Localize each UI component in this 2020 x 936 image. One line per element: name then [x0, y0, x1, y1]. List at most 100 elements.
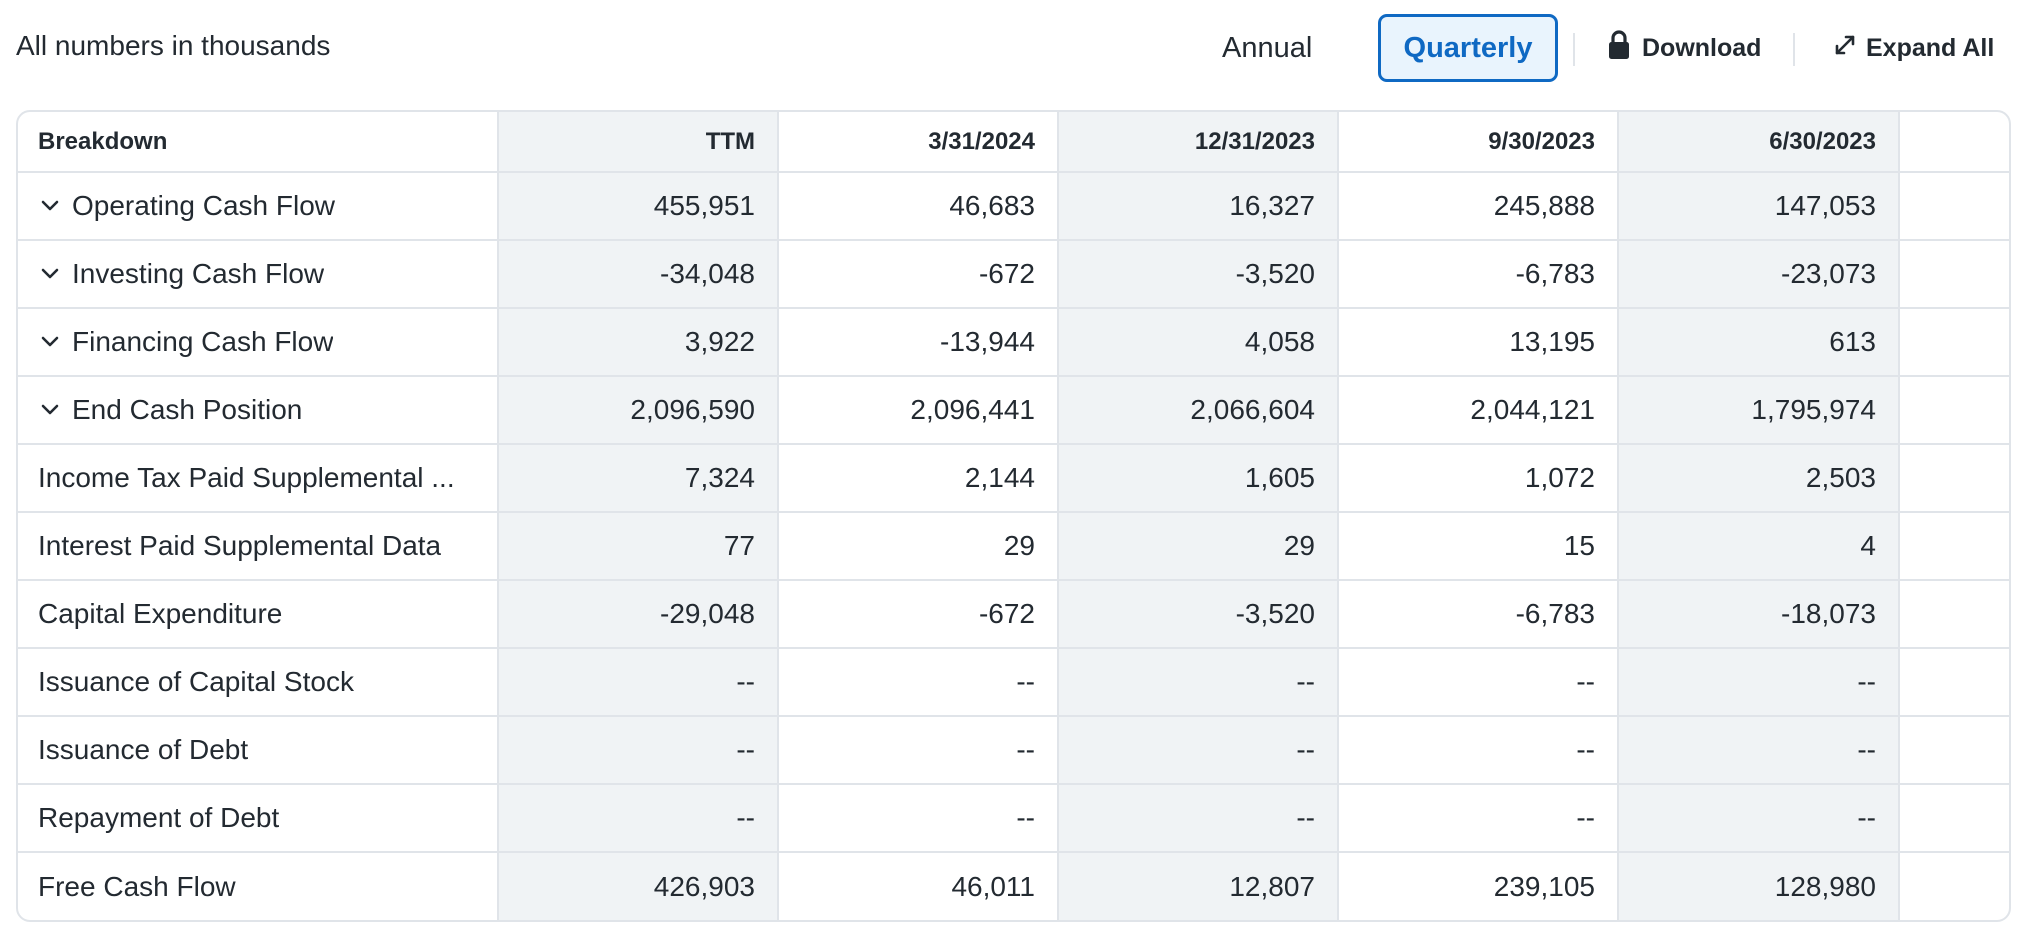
value-cell: 16,327 [1058, 172, 1339, 241]
spacer-cell [1899, 376, 2009, 445]
value-cell: 239,105 [1338, 852, 1619, 920]
row-label: Free Cash Flow [38, 870, 236, 902]
value-cell: -672 [778, 580, 1059, 649]
value-cell: -- [1338, 716, 1619, 785]
value-cell: -3,520 [1058, 580, 1339, 649]
value-cell: -- [1058, 716, 1339, 785]
toolbar-divider [1793, 33, 1795, 66]
value-cell: -- [498, 648, 779, 717]
table-row[interactable]: Financing Cash Flow 3,922 -13,944 4,058 13,1… [18, 308, 2009, 377]
row-label-cell: Issuance of Capital Stock [18, 648, 499, 717]
value-cell: 4 [1618, 512, 1900, 581]
value-cell: 29 [778, 512, 1059, 581]
table-row[interactable]: Operating Cash Flow 455,951 46,683 16,327 24… [18, 172, 2009, 241]
download-label: Download [1642, 33, 1762, 62]
row-label: Interest Paid Supplemental Data [38, 530, 442, 561]
value-cell: -- [498, 716, 779, 785]
value-cell: -- [778, 716, 1059, 785]
row-title: Financing Cash Flow [38, 326, 475, 358]
spacer-cell [1899, 716, 2009, 785]
value-cell: -- [1058, 784, 1339, 853]
value-cell: 613 [1618, 308, 1900, 377]
column-header-2024-03-31: 3/31/2024 [778, 112, 1059, 173]
row-label-cell[interactable]: End Cash Position [18, 376, 499, 445]
table-row: Issuance of Debt -- -- -- -- -- [18, 716, 2009, 785]
row-label: Repayment of Debt [38, 802, 280, 833]
row-label-cell[interactable]: Financing Cash Flow [18, 308, 499, 377]
row-label: Issuance of Capital Stock [38, 666, 354, 697]
table-row[interactable]: Investing Cash Flow -34,048 -672 -3,520 -6,7… [18, 240, 2009, 309]
value-cell: 2,096,441 [778, 376, 1059, 445]
column-header-2023-06-30: 6/30/2023 [1618, 112, 1900, 173]
row-label: Investing Cash Flow [72, 258, 325, 289]
table-row: Interest Paid Supplemental Data 77 29 29 15 4 [18, 512, 2009, 581]
value-cell: 128,980 [1618, 852, 1900, 920]
value-cell: -34,048 [498, 240, 779, 309]
chevron-down-icon[interactable] [38, 336, 62, 348]
row-title: Issuance of Capital Stock [38, 666, 475, 698]
table-row[interactable]: End Cash Position 2,096,590 2,096,441 2,066… [18, 376, 2009, 445]
expand-all-button[interactable]: Expand All [1834, 28, 1994, 68]
value-cell: -- [1058, 648, 1339, 717]
value-cell: -23,073 [1618, 240, 1900, 309]
value-cell: -- [1338, 784, 1619, 853]
row-title: Repayment of Debt [38, 802, 475, 834]
value-cell: -- [1618, 716, 1900, 785]
row-title: Interest Paid Supplemental Data [38, 530, 475, 562]
row-label-cell: Capital Expenditure [18, 580, 499, 649]
value-cell: -- [778, 648, 1059, 717]
expand-all-label: Expand All [1866, 33, 1995, 62]
quarterly-button[interactable]: Quarterly [1378, 14, 1558, 82]
value-cell: 29 [1058, 512, 1339, 581]
value-cell: 245,888 [1338, 172, 1619, 241]
spacer-cell [1899, 648, 2009, 717]
row-title: Free Cash Flow [38, 871, 475, 903]
row-title: Capital Expenditure [38, 598, 475, 630]
row-label: Capital Expenditure [38, 598, 283, 629]
spacer-cell [1899, 444, 2009, 513]
value-cell: -- [1338, 648, 1619, 717]
chevron-down-icon[interactable] [38, 200, 62, 212]
column-header-ttm: TTM [498, 112, 779, 173]
column-header-breakdown: Breakdown [18, 112, 499, 173]
value-cell: -3,520 [1058, 240, 1339, 309]
value-cell: 12,807 [1058, 852, 1339, 920]
lock-icon [1608, 29, 1630, 67]
table-row: Repayment of Debt -- -- -- -- -- [18, 784, 2009, 853]
value-cell: -6,783 [1338, 580, 1619, 649]
chevron-down-icon[interactable] [38, 404, 62, 416]
spacer-cell [1899, 512, 2009, 581]
download-button[interactable]: Download [1608, 28, 1761, 68]
quarterly-label: Quarterly [1403, 31, 1533, 64]
row-title: End Cash Position [38, 394, 475, 426]
value-cell: -- [498, 784, 779, 853]
table-row: Capital Expenditure -29,048 -672 -3,520 -6,7… [18, 580, 2009, 649]
value-cell: -29,048 [498, 580, 779, 649]
row-label-cell: Free Cash Flow [18, 852, 499, 920]
value-cell: 1,072 [1338, 444, 1619, 513]
column-header-2023-12-31: 12/31/2023 [1058, 112, 1339, 173]
row-label-cell: Income Tax Paid Supplemental ... [18, 444, 499, 513]
units-note: All numbers in thousands [16, 30, 331, 61]
table-header-row: Breakdown TTM 3/31/2024 12/31/2023 9/30/… [18, 112, 2009, 173]
row-title: Issuance of Debt [38, 734, 475, 766]
value-cell: 46,011 [778, 852, 1059, 920]
row-label-cell[interactable]: Investing Cash Flow [18, 240, 499, 309]
column-header-spacer [1899, 112, 2009, 173]
row-label-cell: Interest Paid Supplemental Data [18, 512, 499, 581]
value-cell: 455,951 [498, 172, 779, 241]
value-cell: -- [1618, 784, 1900, 853]
column-header-2023-09-30: 9/30/2023 [1338, 112, 1619, 173]
row-label: Issuance of Debt [38, 734, 249, 765]
annual-button[interactable]: Annual [1222, 32, 1313, 64]
chevron-down-icon[interactable] [38, 268, 62, 280]
value-cell: -18,073 [1618, 580, 1900, 649]
value-cell: 2,066,604 [1058, 376, 1339, 445]
table-row: Issuance of Capital Stock -- -- -- -- -- [18, 648, 2009, 717]
row-title: Operating Cash Flow [38, 190, 475, 222]
expand-arrows-icon [1834, 34, 1856, 63]
row-label: End Cash Position [72, 394, 303, 425]
row-label-cell[interactable]: Operating Cash Flow [18, 172, 499, 241]
spacer-cell [1899, 172, 2009, 241]
row-title: Investing Cash Flow [38, 258, 475, 290]
